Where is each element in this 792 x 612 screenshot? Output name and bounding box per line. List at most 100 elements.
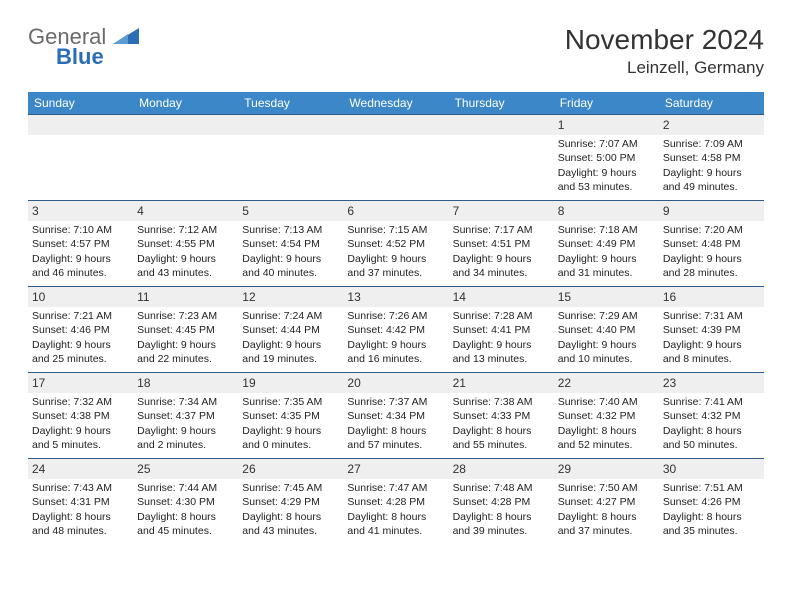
calendar-day <box>133 115 238 201</box>
calendar-day: 21Sunrise: 7:38 AMSunset: 4:33 PMDayligh… <box>449 373 554 459</box>
calendar-day: 15Sunrise: 7:29 AMSunset: 4:40 PMDayligh… <box>554 287 659 373</box>
day-number: 12 <box>238 287 343 307</box>
calendar-day: 17Sunrise: 7:32 AMSunset: 4:38 PMDayligh… <box>28 373 133 459</box>
calendar-day: 13Sunrise: 7:26 AMSunset: 4:42 PMDayligh… <box>343 287 448 373</box>
day-info: Sunrise: 7:09 AMSunset: 4:58 PMDaylight:… <box>659 135 764 197</box>
day-info: Sunrise: 7:31 AMSunset: 4:39 PMDaylight:… <box>659 307 764 369</box>
calendar-day: 7Sunrise: 7:17 AMSunset: 4:51 PMDaylight… <box>449 201 554 287</box>
day-info: Sunrise: 7:41 AMSunset: 4:32 PMDaylight:… <box>659 393 764 455</box>
day-number: 6 <box>343 201 448 221</box>
day-info: Sunrise: 7:20 AMSunset: 4:48 PMDaylight:… <box>659 221 764 283</box>
day-info: Sunrise: 7:17 AMSunset: 4:51 PMDaylight:… <box>449 221 554 283</box>
day-info: Sunrise: 7:37 AMSunset: 4:34 PMDaylight:… <box>343 393 448 455</box>
calendar-day: 8Sunrise: 7:18 AMSunset: 4:49 PMDaylight… <box>554 201 659 287</box>
calendar-day: 22Sunrise: 7:40 AMSunset: 4:32 PMDayligh… <box>554 373 659 459</box>
day-number: 2 <box>659 115 764 135</box>
calendar-day: 11Sunrise: 7:23 AMSunset: 4:45 PMDayligh… <box>133 287 238 373</box>
calendar-day: 30Sunrise: 7:51 AMSunset: 4:26 PMDayligh… <box>659 459 764 545</box>
day-number: 11 <box>133 287 238 307</box>
calendar-day: 2Sunrise: 7:09 AMSunset: 4:58 PMDaylight… <box>659 115 764 201</box>
day-number: 7 <box>449 201 554 221</box>
day-number: 13 <box>343 287 448 307</box>
day-number: 26 <box>238 459 343 479</box>
calendar-day <box>28 115 133 201</box>
calendar-day: 5Sunrise: 7:13 AMSunset: 4:54 PMDaylight… <box>238 201 343 287</box>
day-number: 19 <box>238 373 343 393</box>
day-info: Sunrise: 7:10 AMSunset: 4:57 PMDaylight:… <box>28 221 133 283</box>
day-number: 27 <box>343 459 448 479</box>
calendar-day: 29Sunrise: 7:50 AMSunset: 4:27 PMDayligh… <box>554 459 659 545</box>
day-info: Sunrise: 7:35 AMSunset: 4:35 PMDaylight:… <box>238 393 343 455</box>
day-number: 1 <box>554 115 659 135</box>
day-info: Sunrise: 7:48 AMSunset: 4:28 PMDaylight:… <box>449 479 554 541</box>
calendar-day: 23Sunrise: 7:41 AMSunset: 4:32 PMDayligh… <box>659 373 764 459</box>
calendar-day: 12Sunrise: 7:24 AMSunset: 4:44 PMDayligh… <box>238 287 343 373</box>
day-number: 17 <box>28 373 133 393</box>
day-number: 15 <box>554 287 659 307</box>
day-number: 23 <box>659 373 764 393</box>
calendar-day: 10Sunrise: 7:21 AMSunset: 4:46 PMDayligh… <box>28 287 133 373</box>
day-number: 28 <box>449 459 554 479</box>
day-header: Sunday <box>28 92 133 115</box>
calendar-day: 18Sunrise: 7:34 AMSunset: 4:37 PMDayligh… <box>133 373 238 459</box>
logo: General Blue <box>28 24 139 70</box>
day-number: 10 <box>28 287 133 307</box>
day-info: Sunrise: 7:43 AMSunset: 4:31 PMDaylight:… <box>28 479 133 541</box>
day-header: Thursday <box>449 92 554 115</box>
day-header: Wednesday <box>343 92 448 115</box>
day-number: 25 <box>133 459 238 479</box>
day-info: Sunrise: 7:07 AMSunset: 5:00 PMDaylight:… <box>554 135 659 197</box>
day-number: 3 <box>28 201 133 221</box>
day-number: 14 <box>449 287 554 307</box>
calendar-day <box>343 115 448 201</box>
logo-triangle-icon <box>113 28 139 49</box>
day-info: Sunrise: 7:21 AMSunset: 4:46 PMDaylight:… <box>28 307 133 369</box>
day-info: Sunrise: 7:26 AMSunset: 4:42 PMDaylight:… <box>343 307 448 369</box>
day-number: 21 <box>449 373 554 393</box>
calendar-table: SundayMondayTuesdayWednesdayThursdayFrid… <box>28 92 764 545</box>
day-header: Monday <box>133 92 238 115</box>
calendar-day <box>449 115 554 201</box>
day-number: 9 <box>659 201 764 221</box>
calendar-day: 9Sunrise: 7:20 AMSunset: 4:48 PMDaylight… <box>659 201 764 287</box>
day-info: Sunrise: 7:12 AMSunset: 4:55 PMDaylight:… <box>133 221 238 283</box>
calendar-day: 20Sunrise: 7:37 AMSunset: 4:34 PMDayligh… <box>343 373 448 459</box>
day-info: Sunrise: 7:24 AMSunset: 4:44 PMDaylight:… <box>238 307 343 369</box>
day-info: Sunrise: 7:47 AMSunset: 4:28 PMDaylight:… <box>343 479 448 541</box>
day-number: 29 <box>554 459 659 479</box>
day-header: Saturday <box>659 92 764 115</box>
calendar-day: 1Sunrise: 7:07 AMSunset: 5:00 PMDaylight… <box>554 115 659 201</box>
header: General Blue November 2024 Leinzell, Ger… <box>28 24 764 78</box>
day-info: Sunrise: 7:45 AMSunset: 4:29 PMDaylight:… <box>238 479 343 541</box>
day-number: 5 <box>238 201 343 221</box>
day-info: Sunrise: 7:15 AMSunset: 4:52 PMDaylight:… <box>343 221 448 283</box>
day-info: Sunrise: 7:40 AMSunset: 4:32 PMDaylight:… <box>554 393 659 455</box>
calendar-day: 4Sunrise: 7:12 AMSunset: 4:55 PMDaylight… <box>133 201 238 287</box>
day-number: 30 <box>659 459 764 479</box>
day-info: Sunrise: 7:29 AMSunset: 4:40 PMDaylight:… <box>554 307 659 369</box>
day-info: Sunrise: 7:28 AMSunset: 4:41 PMDaylight:… <box>449 307 554 369</box>
day-number: 20 <box>343 373 448 393</box>
day-number: 22 <box>554 373 659 393</box>
day-header: Friday <box>554 92 659 115</box>
day-info: Sunrise: 7:50 AMSunset: 4:27 PMDaylight:… <box>554 479 659 541</box>
day-number: 18 <box>133 373 238 393</box>
day-info: Sunrise: 7:44 AMSunset: 4:30 PMDaylight:… <box>133 479 238 541</box>
day-info: Sunrise: 7:18 AMSunset: 4:49 PMDaylight:… <box>554 221 659 283</box>
calendar-day: 19Sunrise: 7:35 AMSunset: 4:35 PMDayligh… <box>238 373 343 459</box>
day-number: 4 <box>133 201 238 221</box>
calendar-day: 14Sunrise: 7:28 AMSunset: 4:41 PMDayligh… <box>449 287 554 373</box>
calendar-day: 16Sunrise: 7:31 AMSunset: 4:39 PMDayligh… <box>659 287 764 373</box>
calendar-day: 6Sunrise: 7:15 AMSunset: 4:52 PMDaylight… <box>343 201 448 287</box>
location: Leinzell, Germany <box>565 58 764 78</box>
day-number: 24 <box>28 459 133 479</box>
day-number: 16 <box>659 287 764 307</box>
calendar-day: 24Sunrise: 7:43 AMSunset: 4:31 PMDayligh… <box>28 459 133 545</box>
calendar-day: 25Sunrise: 7:44 AMSunset: 4:30 PMDayligh… <box>133 459 238 545</box>
calendar-day: 28Sunrise: 7:48 AMSunset: 4:28 PMDayligh… <box>449 459 554 545</box>
day-info: Sunrise: 7:23 AMSunset: 4:45 PMDaylight:… <box>133 307 238 369</box>
calendar-day: 3Sunrise: 7:10 AMSunset: 4:57 PMDaylight… <box>28 201 133 287</box>
calendar-day: 27Sunrise: 7:47 AMSunset: 4:28 PMDayligh… <box>343 459 448 545</box>
day-info: Sunrise: 7:13 AMSunset: 4:54 PMDaylight:… <box>238 221 343 283</box>
day-header: Tuesday <box>238 92 343 115</box>
